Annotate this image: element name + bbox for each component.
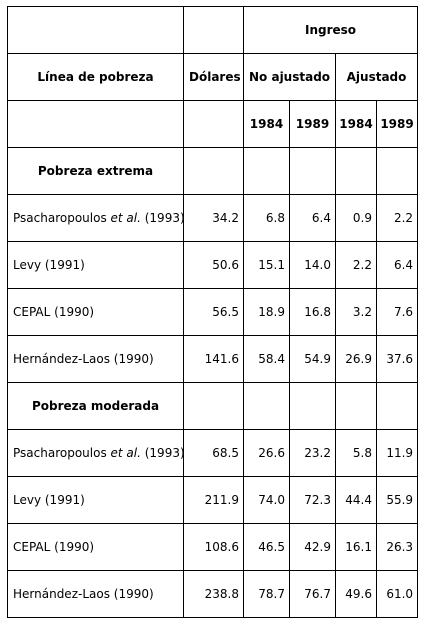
value-cell: 46.5 [243,523,290,571]
value-cell: 78.7 [243,570,290,618]
section-header-row: Pobreza extrema [7,147,419,195]
empty-cell [183,147,244,195]
value-cell: 2.2 [375,194,419,242]
source-etal: et al. [110,211,141,225]
table-row: Levy (1991) 50.6 15.1 14.0 2.2 6.4 [7,241,419,289]
value-cell: 42.9 [289,523,336,571]
source-author: Psacharopoulos [13,211,111,225]
value-cell: 61.0 [375,570,419,618]
table-row: Psacharopoulos et al. (1993) 34.2 6.8 6.4 0.… [7,194,419,242]
value-cell: 18.9 [243,288,290,336]
value-cell: 26.9 [335,335,377,383]
header-dolares: Dólares [183,53,244,101]
value-cell: 15.1 [243,241,290,289]
dolares-cell: 211.9 [183,476,244,524]
dolares-cell: 68.5 [183,429,244,477]
value-cell: 3.2 [335,288,377,336]
source-year: (1993) [140,446,184,460]
poverty-table: Ingreso Línea de pobreza Dólares No ajus… [7,6,419,618]
section-title: Pobreza moderada [7,382,184,430]
header-ingreso: Ingreso [242,6,419,54]
table-row: Levy (1991) 211.9 74.0 72.3 44.4 55.9 [7,476,419,524]
header-linea: Línea de pobreza [7,53,184,101]
value-cell: 16.8 [289,288,336,336]
value-cell: 58.4 [243,335,290,383]
source-cell: Levy (1991) [7,476,184,524]
dolares-cell: 108.6 [183,523,244,571]
value-cell: 11.9 [375,429,419,477]
dolares-cell: 56.5 [183,288,244,336]
dolares-cell: 50.6 [183,241,244,289]
section-header-row: Pobreza moderada [7,382,419,430]
value-cell: 26.6 [243,429,290,477]
source-cell: Hernández-Laos (1990) [7,570,184,618]
value-cell: 55.9 [375,476,419,524]
value-cell: 6.4 [289,194,336,242]
source-author: Psacharopoulos [13,446,111,460]
source-author: CEPAL (1990) [13,305,95,319]
value-cell: 44.4 [335,476,377,524]
table-row: CEPAL (1990) 108.6 46.5 42.9 16.1 26.3 [7,523,419,571]
empty-cell [289,382,336,430]
value-cell: 0.9 [335,194,377,242]
header-year: 1989 [375,100,419,148]
header-row-labels: Línea de pobreza Dólares No ajustado Aju… [7,53,419,101]
empty-cell [243,382,290,430]
section-title: Pobreza extrema [7,147,184,195]
empty-cell [335,382,377,430]
value-cell: 5.8 [335,429,377,477]
empty-cell [243,147,290,195]
source-author: Hernández-Laos (1990) [13,587,154,601]
header-row-years: 1984 1989 1984 1989 [7,100,419,148]
source-etal: et al. [110,446,141,460]
header-empty-cell [183,100,244,148]
header-no-ajustado: No ajustado [243,53,336,101]
empty-cell [183,382,244,430]
header-empty-cell [183,6,244,54]
empty-cell [375,147,419,195]
value-cell: 16.1 [335,523,377,571]
value-cell: 6.8 [243,194,290,242]
value-cell: 2.2 [335,241,377,289]
source-cell: Levy (1991) [7,241,184,289]
table-row: Hernández-Laos (1990) 238.8 78.7 76.7 49.6 61… [7,570,419,618]
empty-cell [375,382,419,430]
empty-cell [289,147,336,195]
source-author: Hernández-Laos (1990) [13,352,154,366]
header-row-ingreso: Ingreso [7,6,419,54]
value-cell: 26.3 [375,523,419,571]
value-cell: 76.7 [289,570,336,618]
source-cell: Psacharopoulos et al. (1993) [7,194,184,242]
dolares-cell: 34.2 [183,194,244,242]
table-row: Psacharopoulos et al. (1993) 68.5 26.6 23.2… [7,429,419,477]
dolares-cell: 238.8 [183,570,244,618]
header-year: 1984 [243,100,290,148]
header-ajustado: Ajustado [334,53,419,101]
source-cell: Psacharopoulos et al. (1993) [7,429,184,477]
value-cell: 72.3 [289,476,336,524]
value-cell: 37.6 [375,335,419,383]
value-cell: 54.9 [289,335,336,383]
header-year: 1984 [335,100,377,148]
value-cell: 7.6 [375,288,419,336]
value-cell: 23.2 [289,429,336,477]
header-year: 1989 [289,100,336,148]
source-cell: CEPAL (1990) [7,523,184,571]
dolares-cell: 141.6 [183,335,244,383]
source-author: Levy (1991) [13,258,85,272]
header-empty-cell [7,100,184,148]
header-empty-cell [7,6,184,54]
value-cell: 14.0 [289,241,336,289]
table-row: Hernández-Laos (1990) 141.6 58.4 54.9 26.9 37… [7,335,419,383]
value-cell: 74.0 [243,476,290,524]
source-author: CEPAL (1990) [13,540,95,554]
source-author: Levy (1991) [13,493,85,507]
value-cell: 49.6 [335,570,377,618]
empty-cell [335,147,377,195]
source-year: (1993) [140,211,184,225]
table-row: CEPAL (1990) 56.5 18.9 16.8 3.2 7.6 [7,288,419,336]
value-cell: 6.4 [375,241,419,289]
source-cell: CEPAL (1990) [7,288,184,336]
source-cell: Hernández-Laos (1990) [7,335,184,383]
